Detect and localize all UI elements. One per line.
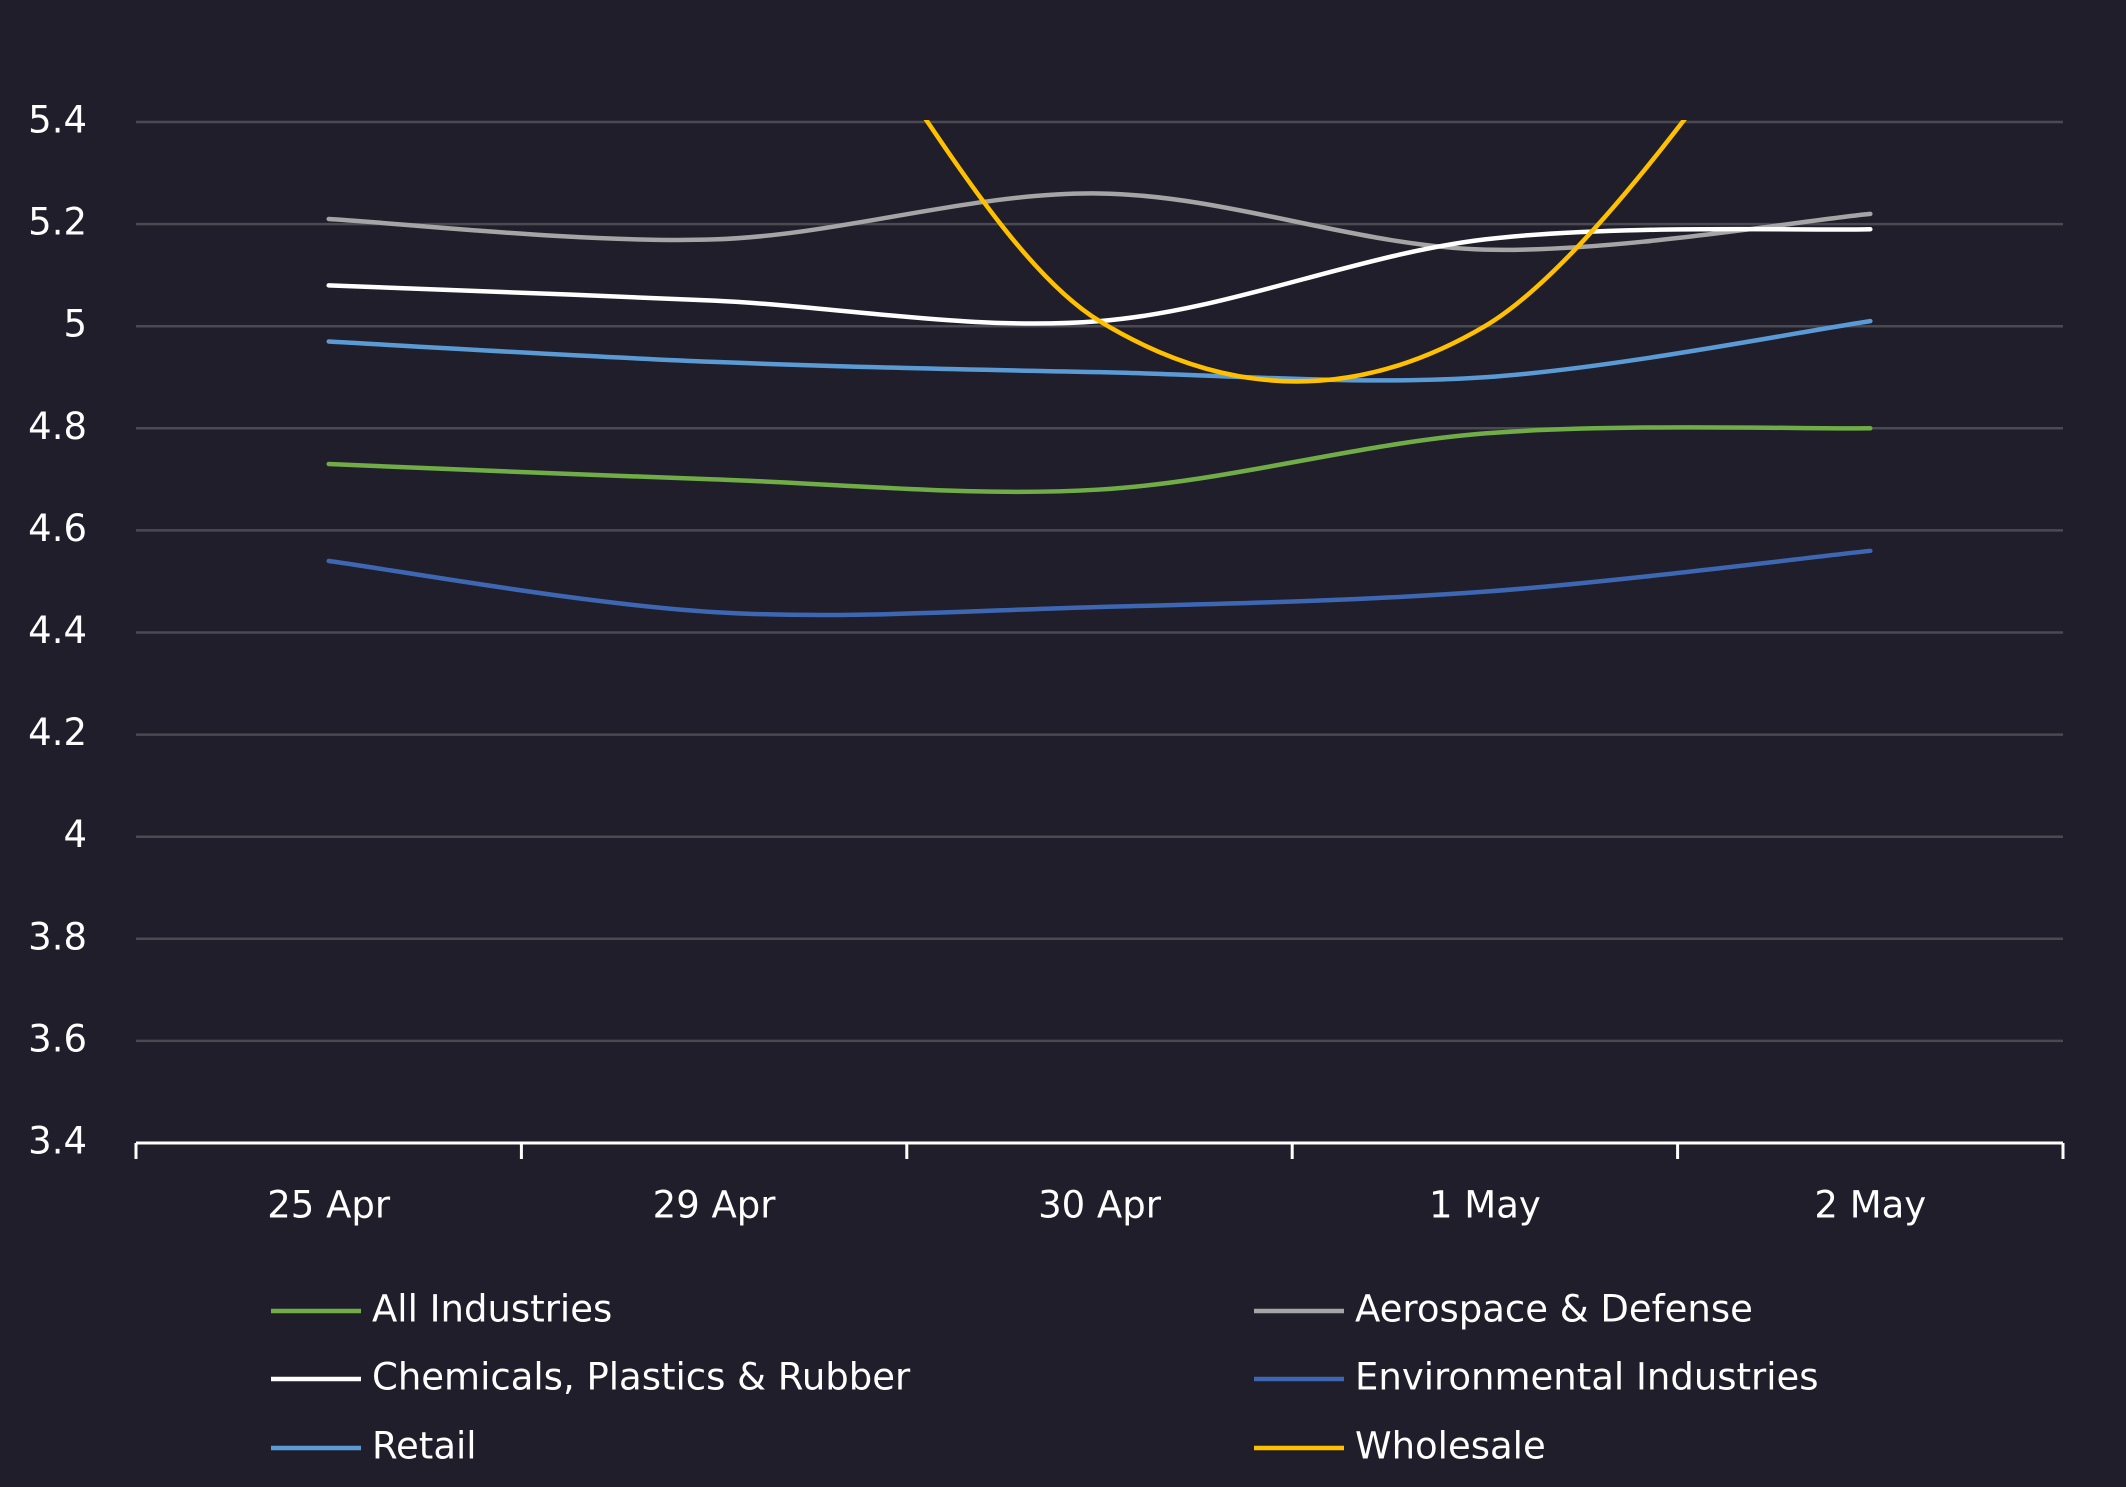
y-tick-label: 4.8	[28, 405, 87, 448]
y-tick-label: 4.2	[28, 711, 87, 754]
legend-label: All Industries	[372, 1288, 612, 1331]
series-line	[923, 120, 1687, 384]
axes: 3.4 3.6 3.8 4 4.2 4.4 4.6 4.8 5 5.2 5.4 25 Apr 29 Ap…	[28, 99, 2065, 1227]
series-line	[326, 548, 1873, 618]
y-tick-label: 5.4	[28, 99, 87, 142]
lines	[326, 120, 1873, 618]
x-tick-label: 25 Apr	[267, 1184, 391, 1227]
series-line	[326, 425, 1873, 495]
y-tick-label: 4.4	[28, 609, 87, 652]
legend-label: Wholesale	[1355, 1425, 1546, 1468]
y-tick-label: 5	[63, 303, 87, 346]
x-tick-label: 2 May	[1814, 1184, 1926, 1227]
y-tick-label: 5.2	[28, 201, 87, 244]
y-tick-label: 4.6	[28, 507, 87, 550]
grid	[136, 120, 2063, 1043]
series-line	[326, 191, 1873, 253]
legend: All Industries Aerospace & Defense Chemica…	[271, 1288, 1819, 1468]
legend-label: Chemicals, Plastics & Rubber	[372, 1356, 911, 1399]
x-tick-label: 1 May	[1429, 1184, 1541, 1227]
y-tick-label: 3.8	[28, 915, 87, 958]
legend-label: Retail	[372, 1425, 477, 1468]
legend-label: Aerospace & Defense	[1355, 1288, 1753, 1331]
legend-label: Environmental Industries	[1355, 1356, 1819, 1399]
y-tick-label: 3.6	[28, 1017, 87, 1060]
x-tick-label: 29 Apr	[653, 1184, 777, 1227]
y-tick-label: 4	[63, 813, 87, 856]
x-tick-label: 30 Apr	[1038, 1184, 1162, 1227]
y-tick-label: 3.4	[28, 1120, 87, 1163]
series-line	[326, 318, 1873, 383]
